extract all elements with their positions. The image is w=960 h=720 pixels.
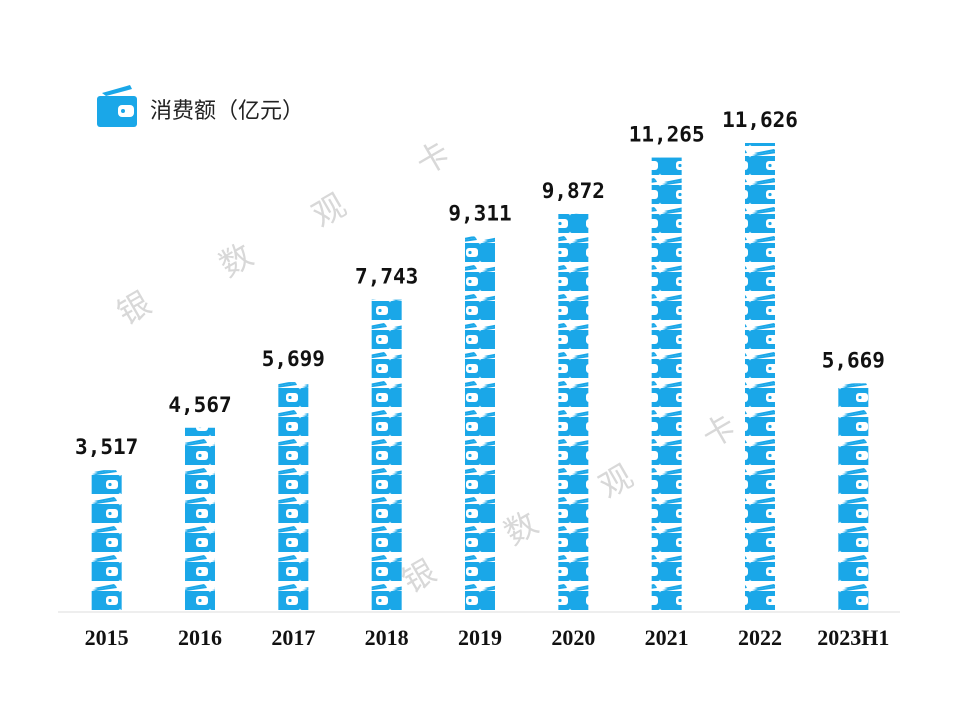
x-tick-label: 2023H1 [817, 625, 889, 650]
legend-icon [97, 85, 137, 127]
x-tick-label: 2015 [85, 625, 129, 650]
value-label: 5,699 [262, 347, 325, 371]
bar [91, 470, 122, 612]
value-label: 9,872 [542, 179, 605, 203]
watermark: 卡 [410, 134, 457, 183]
watermark: 银 [396, 552, 443, 601]
watermark: 数 [498, 504, 545, 553]
value-label: 5,669 [822, 348, 885, 372]
bar [651, 157, 682, 612]
watermark: 银 [111, 284, 158, 333]
watermark: 观 [593, 457, 640, 506]
watermark: 数 [213, 236, 260, 285]
x-tick-label: 2022 [738, 625, 782, 650]
watermark: 卡 [696, 407, 743, 456]
x-tick-label: 2021 [645, 625, 689, 650]
x-tick-label: 2018 [365, 625, 409, 650]
value-label: 11,265 [629, 123, 705, 147]
bar [371, 299, 402, 612]
x-tick-label: 2016 [178, 625, 222, 650]
legend-label: 消费额（亿元） [150, 99, 304, 124]
value-label: 3,517 [75, 435, 138, 459]
bar [745, 143, 775, 612]
legend: 消费额（亿元） [97, 85, 304, 127]
bar [465, 236, 495, 612]
value-label: 4,567 [168, 393, 231, 417]
bar [278, 382, 309, 612]
x-tick-label: 2020 [551, 625, 595, 650]
x-tick-label: 2017 [271, 625, 315, 650]
value-label: 7,743 [355, 265, 418, 289]
watermark: 观 [306, 186, 353, 235]
x-tick-label: 2019 [458, 625, 502, 650]
value-label: 11,626 [722, 108, 798, 132]
bar [558, 213, 589, 612]
bar [838, 383, 869, 612]
value-label: 9,311 [448, 201, 511, 225]
bar [185, 427, 215, 612]
